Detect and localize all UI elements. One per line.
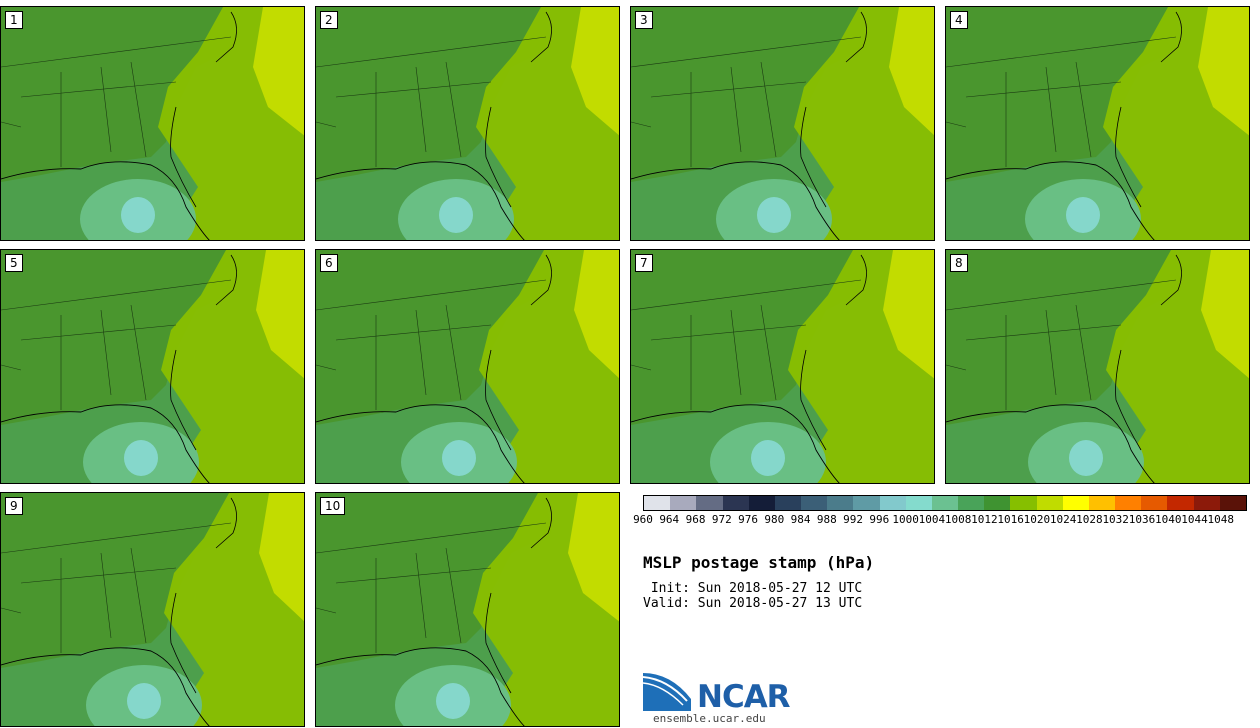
member-panel: 1 xyxy=(0,6,305,241)
colorbar-tick-label: 1036 xyxy=(1128,513,1156,526)
member-panel: 2 xyxy=(315,6,620,241)
colorbar-tick-label: 1044 xyxy=(1181,513,1208,526)
colorbar-tick-label: 1004 xyxy=(918,513,946,526)
colorbar-tick-label: 1024 xyxy=(1049,513,1077,526)
init-time: Init: Sun 2018-05-27 12 UTC xyxy=(643,581,863,596)
member-number-label: 9 xyxy=(5,497,23,515)
colorbar-tick-label: 972 xyxy=(711,513,732,526)
colorbar-segment xyxy=(1062,496,1089,510)
colorbar-tick-label: 1012 xyxy=(971,513,998,526)
colorbar-segment xyxy=(1036,496,1063,510)
chart-title: MSLP postage stamp (hPa) xyxy=(643,553,875,572)
colorbar-tick-label: 964 xyxy=(659,513,680,526)
colorbar-segment xyxy=(1219,496,1246,510)
valid-time: Valid: Sun 2018-05-27 13 UTC xyxy=(643,596,863,611)
colorbar-segment xyxy=(905,496,932,510)
colorbar-tick-label: 980 xyxy=(764,513,785,526)
colorbar-segment xyxy=(879,496,906,510)
member-number-label: 1 xyxy=(5,11,23,29)
colorbar-segment xyxy=(1115,496,1142,510)
colorbar-tick-label: 1028 xyxy=(1076,513,1103,526)
colorbar-tick-label: 976 xyxy=(738,513,758,526)
colorbar-segment xyxy=(801,496,828,510)
colorbar-tick-label: 1032 xyxy=(1102,513,1129,526)
colorbar-segment xyxy=(644,496,671,510)
colorbar-tick-label: 1020 xyxy=(1023,513,1051,526)
member-number-label: 4 xyxy=(950,11,968,29)
site-url: ensemble.ucar.edu xyxy=(653,712,766,725)
member-number-label: 7 xyxy=(635,254,653,272)
colorbar-tick-label: 988 xyxy=(816,513,837,526)
colorbar-tick-label: 984 xyxy=(790,513,811,526)
mslp-map xyxy=(946,250,1249,483)
mslp-map xyxy=(1,7,304,240)
mslp-map xyxy=(946,7,1249,240)
colorbar-tick-label: 1048 xyxy=(1207,513,1234,526)
member-number-label: 8 xyxy=(950,254,968,272)
colorbar-segment xyxy=(1088,496,1116,510)
colorbar-segment xyxy=(670,496,697,510)
member-number-label: 6 xyxy=(320,254,338,272)
member-number-label: 10 xyxy=(320,497,346,515)
mslp-map xyxy=(631,7,934,240)
colorbar-tick-labels: 960 964 968 972 976 980 984 988 992 996 1000 1004 10… xyxy=(633,513,1247,527)
member-panel: 5 xyxy=(0,249,305,484)
member-panel: 3 xyxy=(630,6,935,241)
colorbar-segment xyxy=(827,496,854,510)
colorbar-tick-label: 1000 xyxy=(892,513,919,526)
colorbar-tick-label: 960 xyxy=(633,513,653,526)
mslp-map xyxy=(1,250,304,483)
colorbar-segment xyxy=(1010,496,1037,510)
colorbar-tick-label: 1008 xyxy=(944,513,972,526)
colorbar-tick-label: 1016 xyxy=(997,513,1024,526)
member-number-label: 2 xyxy=(320,11,338,29)
ncar-logo-text: NCAR xyxy=(697,679,791,715)
colorbar-segment xyxy=(1167,496,1194,510)
colorbar-segment xyxy=(722,496,749,510)
member-panel: 9 xyxy=(0,492,305,727)
mslp-map xyxy=(631,250,934,483)
mslp-map xyxy=(1,493,304,726)
colorbar-segment xyxy=(696,496,723,510)
colorbar-segment xyxy=(958,496,985,510)
colorbar-tick-label: 968 xyxy=(685,513,706,526)
colorbar-segment xyxy=(984,496,1011,510)
member-number-label: 3 xyxy=(635,11,653,29)
colorbar-segment xyxy=(853,496,880,510)
member-panel: 10 xyxy=(315,492,620,727)
colorbar-tick-label: 996 xyxy=(869,513,890,526)
pressure-colorbar xyxy=(643,495,1247,511)
member-number-label: 5 xyxy=(5,254,23,272)
ncar-logo-icon xyxy=(643,673,691,711)
member-panel: 4 xyxy=(945,6,1250,241)
member-panel: 6 xyxy=(315,249,620,484)
colorbar-segment xyxy=(774,496,802,510)
member-panel: 7 xyxy=(630,249,935,484)
colorbar-segment xyxy=(931,496,959,510)
colorbar-segment xyxy=(1193,496,1220,510)
mslp-map xyxy=(316,493,619,726)
colorbar-tick-label: 992 xyxy=(843,513,864,526)
member-panel: 8 xyxy=(945,249,1250,484)
colorbar-segment xyxy=(1141,496,1168,510)
mslp-map xyxy=(316,250,619,483)
mslp-map xyxy=(316,7,619,240)
colorbar-tick-label: 1040 xyxy=(1154,513,1182,526)
colorbar-segment xyxy=(748,496,775,510)
